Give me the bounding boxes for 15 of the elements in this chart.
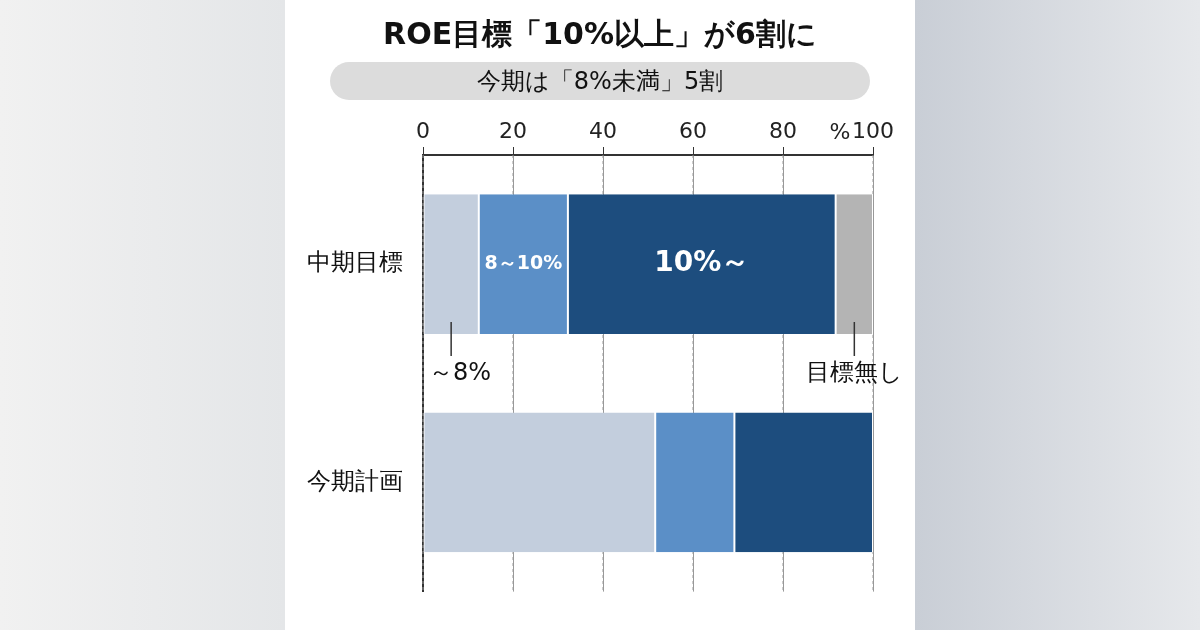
x-tick-label: 0: [416, 117, 430, 143]
y-tick-label: 今期計画: [307, 466, 403, 495]
x-tick-label: 40: [589, 117, 617, 143]
x-tick-label: 80: [769, 117, 797, 143]
y-tick-label: 中期目標: [307, 248, 403, 277]
series-label: 10%～: [654, 245, 750, 279]
series-label: ～8%: [429, 358, 492, 387]
x-tick-label: 100: [852, 117, 894, 143]
x-tick-label: 60: [679, 117, 707, 143]
x-tick-label: 20: [499, 117, 527, 143]
x-axis-title: %: [829, 118, 851, 144]
chart-title: ROE目標「10%以上」が6割に: [382, 15, 818, 53]
chart-subtitle: 今期は「8%未満」5割: [330, 62, 870, 100]
series-label: 目標無し: [805, 358, 903, 387]
series-label: 8～10%: [484, 251, 563, 274]
